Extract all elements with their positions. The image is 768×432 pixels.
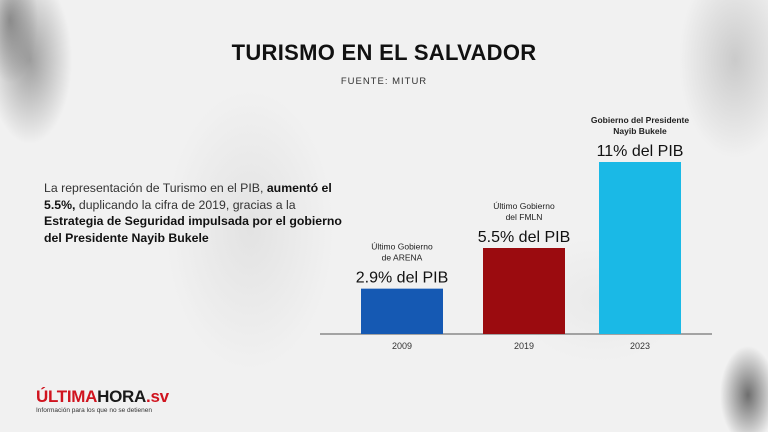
value-label-2023: 11% del PIB: [597, 143, 684, 160]
x-tick-label-2023: 2023: [630, 341, 650, 351]
description-bold-2: Estrategia de Seguridad impulsada por el…: [44, 214, 342, 245]
x-tick-label-2009: 2009: [392, 341, 412, 351]
value-label-2009: 2.9% del PIB: [356, 270, 449, 287]
bar-caption-2023-line-2: Nayib Bukele: [613, 126, 667, 136]
description-text: La representación de Turismo en el PIB, …: [44, 180, 344, 246]
description-part-1: La representación de Turismo en el PIB,: [44, 181, 267, 195]
bar-caption-2023-line-1: Gobierno del Presidente: [591, 115, 690, 125]
bar-caption-2009-line-2: de ARENA: [382, 253, 423, 263]
bar-2019: [483, 248, 565, 334]
description-part-2: duplicando la cifra de 2019, gracias a l…: [75, 197, 296, 212]
logo-tagline: Información para los que no se detienen: [36, 407, 152, 414]
logo-part-red: ÚLTIMA: [36, 387, 98, 406]
bar-caption-2019-line-2: del FMLN: [506, 212, 543, 222]
brand-logo: ÚLTIMAHORA.sv Información para los que n…: [36, 388, 169, 415]
bar-2023: [599, 162, 681, 334]
logo-part-dark: HORA: [97, 387, 147, 406]
logo-wordmark: ÚLTIMAHORA.sv: [36, 388, 169, 406]
bar-caption-2019-line-1: Último Gobierno: [493, 201, 555, 211]
value-label-2019: 5.5% del PIB: [478, 229, 571, 246]
page-title: TURISMO EN EL SALVADOR: [231, 40, 537, 65]
description-bold-1: aumentó el 5.5%,: [44, 181, 332, 212]
bar-caption-2009-line-1: Último Gobierno: [371, 242, 433, 252]
x-tick-label-2019: 2019: [514, 341, 534, 351]
logo-part-domain: .sv: [146, 387, 169, 406]
bar-2009: [361, 288, 443, 334]
source-note: FUENTE: MITUR: [340, 76, 428, 87]
